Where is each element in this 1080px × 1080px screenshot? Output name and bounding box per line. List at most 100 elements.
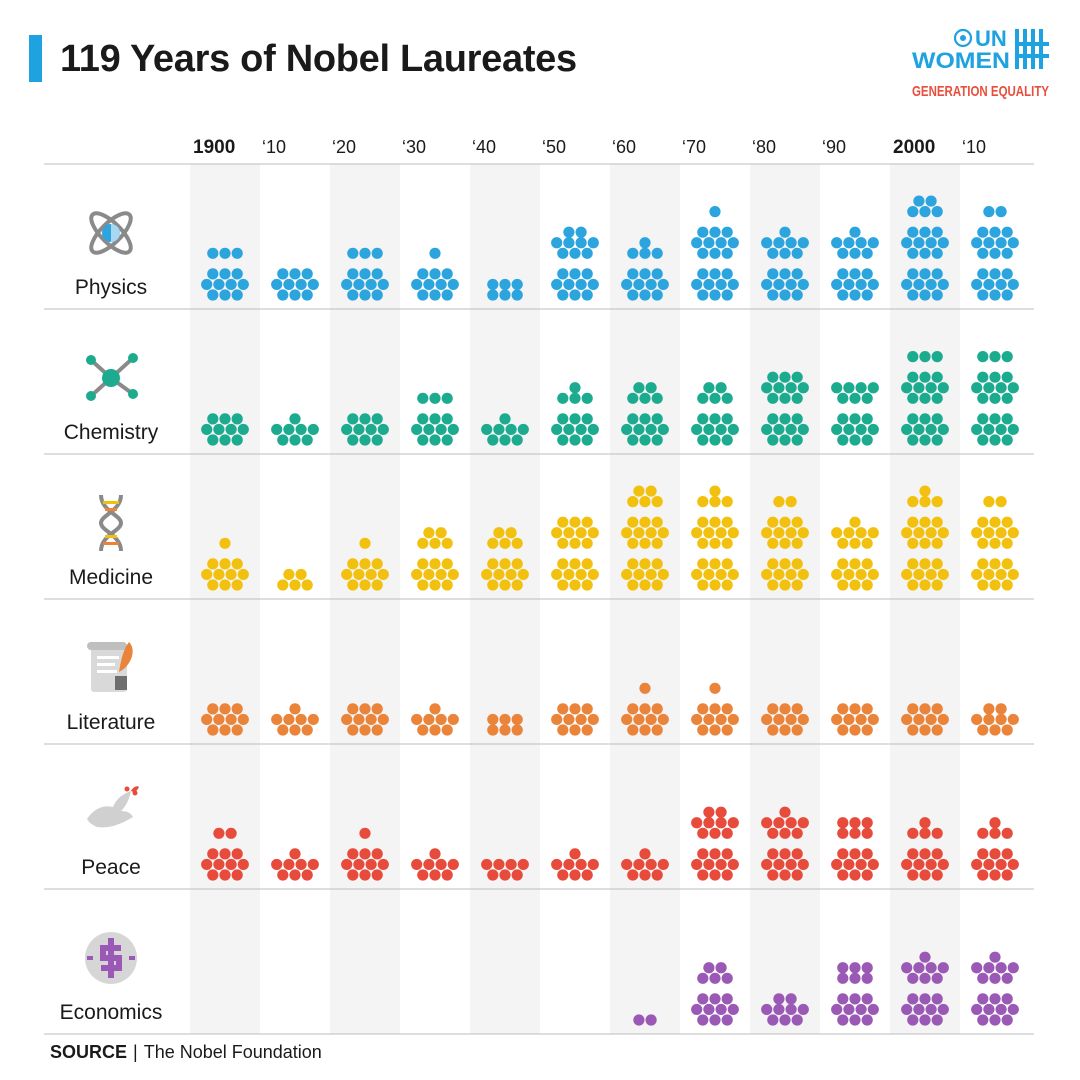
atom-icon: [81, 203, 141, 263]
laureate-dot: [925, 858, 937, 871]
laureate-dot: [487, 278, 499, 291]
laureate-dot: [709, 434, 721, 446]
laureate-dot: [551, 568, 563, 581]
laureate-dot: [931, 268, 943, 280]
laureate-dot: [301, 579, 313, 591]
laureate-dot: [791, 434, 803, 446]
laureate-dot: [977, 392, 989, 404]
molecule-icon: [84, 351, 140, 403]
laureate-dot: [441, 268, 453, 280]
laureate-dot: [691, 568, 703, 581]
laureate-dot: [557, 579, 569, 591]
laureate-dot: [1001, 993, 1013, 1005]
laureate-dot: [201, 713, 213, 726]
laureate-dot: [983, 237, 995, 249]
laureate-dot: [861, 579, 873, 591]
laureate-dot: [937, 568, 949, 581]
laureate-dot: [837, 993, 849, 1005]
laureate-dot: [837, 703, 849, 715]
laureate-dot: [219, 703, 231, 715]
laureate-dot: [441, 289, 453, 301]
laureate-dot: [627, 724, 639, 736]
laureate-dot: [441, 537, 453, 549]
laureate-dot: [563, 423, 575, 436]
laureate-dot: [779, 848, 791, 860]
laureate-dot: [569, 724, 581, 736]
laureate-dot: [371, 558, 383, 570]
laureate-dot: [703, 817, 715, 829]
laureate-dot: [517, 858, 529, 871]
laureate-dot: [721, 869, 733, 881]
dollar-icon: [85, 932, 137, 984]
laureate-dot: [633, 858, 645, 871]
laureate-dot: [983, 713, 995, 726]
laureate-dot: [1001, 1014, 1013, 1026]
laureate-dot: [353, 423, 365, 436]
laureate-dot: [977, 537, 989, 549]
laureate-dot: [697, 289, 709, 301]
laureate-dot: [429, 703, 441, 715]
laureate-dot: [867, 858, 879, 871]
laureate-dot: [919, 703, 931, 715]
laureate-dot: [557, 537, 569, 549]
laureate-dot: [907, 289, 919, 301]
laureate-dot: [237, 858, 249, 871]
decade-tick-label: ‘60: [612, 137, 636, 157]
laureate-dot: [843, 858, 855, 871]
laureate-dot: [353, 858, 365, 871]
laureate-dot: [937, 858, 949, 871]
laureate-dot: [575, 568, 587, 581]
laureate-dot: [359, 247, 371, 259]
laureate-dot: [691, 237, 703, 249]
laureate-dot: [499, 558, 511, 570]
laureate-dot: [651, 289, 663, 301]
laureate-dot: [849, 558, 861, 570]
laureate-dot: [861, 558, 873, 570]
laureate-dot: [721, 392, 733, 404]
laureate-dot: [347, 579, 359, 591]
laureate-dot: [207, 558, 219, 570]
laureate-dot: [773, 817, 785, 829]
laureate-dot: [499, 434, 511, 446]
laureate-dot: [715, 858, 727, 871]
laureate-dot: [633, 423, 645, 436]
laureate-dot: [359, 434, 371, 446]
laureate-dot: [779, 226, 791, 238]
laureate-dot: [761, 713, 773, 726]
laureate-dot: [587, 237, 599, 249]
laureate-dot: [511, 537, 523, 549]
laureate-dot: [365, 423, 377, 436]
laureate-dot: [797, 568, 809, 581]
laureate-dot: [721, 413, 733, 425]
laureate-dot: [633, 568, 645, 581]
laureate-dot: [907, 413, 919, 425]
laureate-dot: [569, 289, 581, 301]
laureate-dot: [861, 962, 873, 974]
laureate-dot: [849, 993, 861, 1005]
laureate-dot: [797, 278, 809, 291]
decade-tick-label: ‘40: [472, 137, 496, 157]
laureate-dot: [219, 848, 231, 860]
laureate-dot: [709, 226, 721, 238]
laureate-dot: [587, 713, 599, 726]
laureate-dot: [907, 206, 919, 218]
laureate-dot: [633, 713, 645, 726]
laureate-dot: [499, 278, 511, 291]
laureate-dot: [353, 278, 365, 291]
laureate-dot: [219, 268, 231, 280]
laureate-dot: [581, 247, 593, 259]
laureate-dot: [907, 558, 919, 570]
laureate-dot: [1007, 382, 1019, 394]
laureate-dot: [575, 237, 587, 249]
laureate-dot: [1001, 392, 1013, 404]
laureate-dot: [837, 579, 849, 591]
laureate-dot: [919, 869, 931, 881]
laureate-dot: [551, 423, 563, 436]
laureate-dot: [919, 724, 931, 736]
laureate-dot: [715, 423, 727, 436]
category-label: Economics: [60, 1001, 163, 1024]
logo-brand-line1: UN: [975, 26, 1007, 51]
laureate-dot: [697, 413, 709, 425]
laureate-dot: [627, 434, 639, 446]
category-label: Chemistry: [64, 421, 159, 444]
